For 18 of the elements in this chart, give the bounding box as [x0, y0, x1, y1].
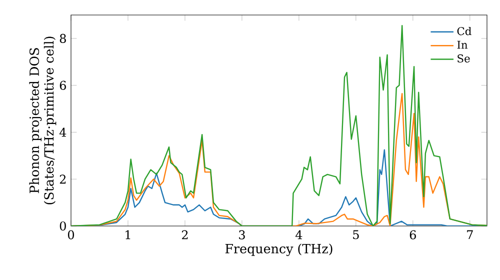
y-tick-label: 6	[60, 80, 66, 90]
x-tick-label: 1	[126, 230, 130, 240]
x-tick-label: 0	[68, 230, 74, 240]
y-tick-label: 8	[60, 34, 66, 43]
x-tick-label: 4	[295, 230, 302, 240]
legend-label: Se	[458, 54, 470, 62]
x-tick-label: 6	[410, 230, 416, 240]
y-tick-label: 0	[60, 221, 66, 231]
legend-label: In	[457, 40, 468, 49]
x-tick-label: 3	[239, 230, 245, 240]
x-axis-title: Frequency (THz)	[225, 244, 332, 256]
y-tick-label: 4	[59, 128, 66, 137]
x-tick-label: 5	[353, 230, 359, 240]
y-axis-title: Phonon projected DOS (States/THz·primitive cell)	[29, 36, 56, 204]
legend-label: Cd	[457, 26, 472, 36]
y-tick-label: 2	[60, 174, 66, 184]
x-tick-label: 7	[467, 230, 473, 240]
x-tick-label: 2	[182, 230, 188, 240]
